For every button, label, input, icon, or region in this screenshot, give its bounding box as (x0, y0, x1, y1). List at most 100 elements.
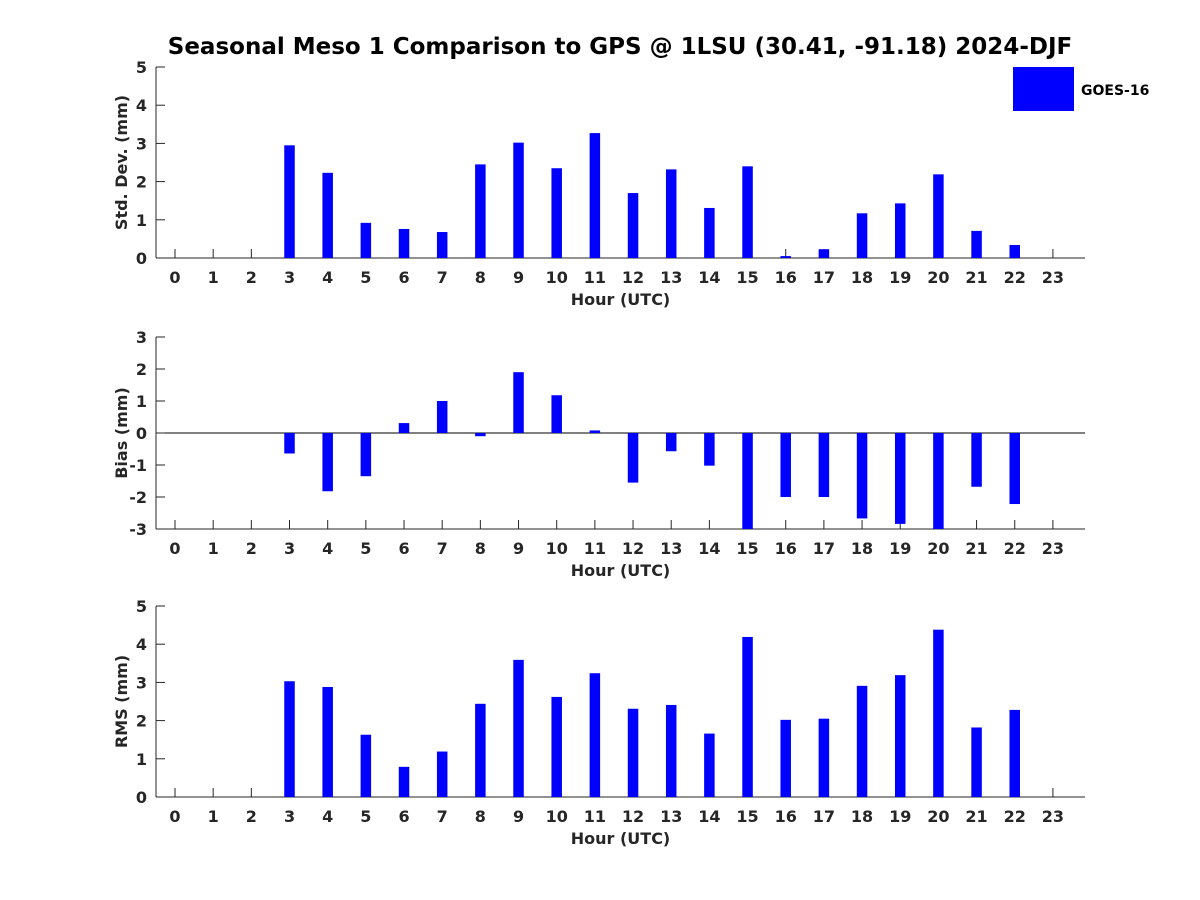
legend-label: GOES-16 (1081, 83, 1149, 99)
x-tick-label: 1 (208, 268, 219, 287)
bar-hour-8 (475, 703, 486, 797)
x-tick-label: 17 (813, 539, 835, 558)
y-tick-label: 4 (136, 96, 147, 115)
x-tick-label: 1 (208, 807, 219, 826)
x-tick-label: 0 (169, 539, 180, 558)
bar-hour-15 (742, 166, 753, 258)
x-tick-label: 4 (322, 807, 333, 826)
bar-hour-9 (513, 659, 524, 797)
x-tick-label: 22 (1004, 539, 1026, 558)
bar-hour-12 (627, 193, 639, 258)
x-tick-label: 15 (736, 807, 758, 826)
x-tick-label: 6 (398, 268, 409, 287)
y-tick-label: 1 (136, 211, 147, 230)
bar-hour-14 (704, 433, 715, 466)
x-tick-label: 9 (513, 539, 524, 558)
y-tick-label: 1 (136, 750, 147, 769)
y-tick-label: 5 (136, 597, 147, 616)
bar-hour-22 (1009, 709, 1020, 797)
x-tick-label: 12 (622, 268, 644, 287)
x-tick-label: 16 (775, 539, 797, 558)
bar-hour-4 (322, 686, 333, 797)
y-axis-label: RMS (mm) (112, 655, 131, 748)
bar-hour-6 (398, 766, 410, 797)
x-tick-label: 8 (475, 807, 486, 826)
bar-hour-15 (742, 433, 753, 529)
bar-hour-9 (513, 372, 524, 433)
x-tick-label: 7 (437, 807, 448, 826)
y-tick-label: 0 (136, 249, 147, 268)
bar-hour-19 (894, 675, 906, 797)
bar-hour-6 (398, 228, 410, 258)
x-tick-label: 20 (927, 268, 949, 287)
chart-legend: GOES-16 (1013, 67, 1149, 111)
bar-hour-7 (436, 751, 448, 797)
y-tick-label: 3 (136, 328, 147, 347)
x-tick-label: 7 (437, 268, 448, 287)
x-tick-label: 20 (927, 539, 949, 558)
bar-hour-14 (704, 733, 715, 797)
bar-hour-22 (1009, 433, 1020, 505)
x-tick-label: 17 (813, 268, 835, 287)
bar-hour-12 (627, 708, 639, 797)
x-axis-label: Hour (UTC) (571, 829, 671, 848)
x-tick-label: 3 (284, 539, 295, 558)
bar-hour-22 (1009, 245, 1020, 258)
y-axis-label: Std. Dev. (mm) (112, 95, 131, 230)
x-axis-label: Hour (UTC) (571, 290, 671, 309)
x-tick-label: 21 (965, 539, 987, 558)
bar-hour-7 (436, 232, 448, 258)
x-tick-label: 22 (1004, 268, 1026, 287)
x-tick-label: 23 (1042, 807, 1064, 826)
x-tick-label: 19 (889, 807, 911, 826)
x-tick-label: 1 (208, 539, 219, 558)
bar-hour-17 (818, 718, 830, 797)
bar-hour-7 (436, 401, 448, 433)
y-tick-label: 3 (136, 134, 147, 153)
y-tick-label: 5 (136, 58, 147, 77)
bar-hour-20 (933, 174, 944, 258)
bar-hour-20 (933, 629, 944, 797)
x-tick-label: 19 (889, 539, 911, 558)
x-tick-label: 8 (475, 539, 486, 558)
x-tick-label: 4 (322, 268, 333, 287)
x-tick-label: 16 (775, 268, 797, 287)
bar-hour-3 (284, 681, 295, 797)
bar-hour-5 (360, 433, 372, 477)
x-tick-label: 3 (284, 807, 295, 826)
bar-hour-19 (894, 433, 906, 524)
y-tick-label: 0 (136, 788, 147, 807)
bar-hour-5 (360, 734, 372, 797)
x-tick-label: 23 (1042, 268, 1064, 287)
y-tick-label: -2 (129, 488, 147, 507)
legend-swatch (1013, 67, 1074, 111)
y-tick-label: 2 (136, 712, 147, 731)
bar-hour-6 (398, 423, 410, 433)
x-tick-label: 16 (775, 807, 797, 826)
bar-hour-11 (589, 133, 601, 258)
bar-hour-13 (665, 704, 677, 797)
x-tick-label: 6 (398, 539, 409, 558)
x-tick-label: 13 (660, 268, 682, 287)
x-tick-label: 5 (360, 539, 371, 558)
bar-hour-15 (742, 636, 753, 797)
bar-hour-3 (284, 433, 295, 454)
bar-hour-12 (627, 433, 639, 483)
y-tick-label: 1 (136, 392, 147, 411)
bar-hour-10 (551, 168, 562, 258)
x-tick-label: 12 (622, 539, 644, 558)
x-tick-label: 5 (360, 807, 371, 826)
x-tick-label: 18 (851, 807, 873, 826)
y-axis-label: Bias (mm) (112, 387, 131, 479)
x-tick-label: 18 (851, 268, 873, 287)
bar-hour-14 (704, 207, 715, 258)
bar-hour-17 (818, 433, 830, 497)
x-tick-label: 23 (1042, 539, 1064, 558)
x-tick-label: 12 (622, 807, 644, 826)
x-tick-label: 5 (360, 268, 371, 287)
y-tick-label: 3 (136, 673, 147, 692)
x-tick-label: 9 (513, 807, 524, 826)
x-tick-label: 22 (1004, 807, 1026, 826)
